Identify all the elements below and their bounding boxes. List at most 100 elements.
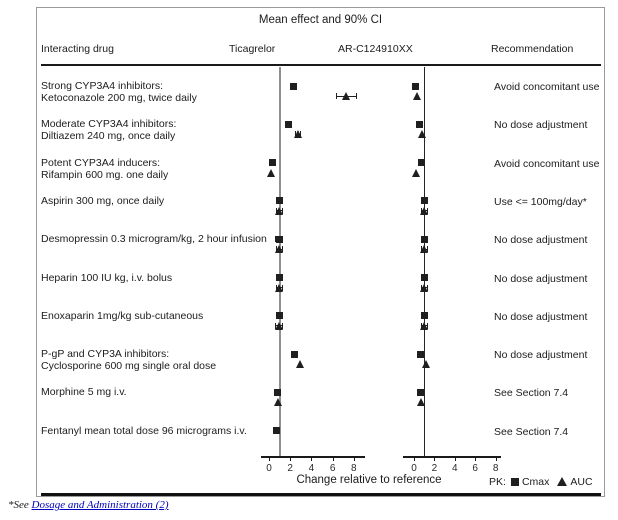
ticagrelor-auc-marker — [275, 245, 284, 254]
column-header-arc124910xx: AR-C124910XX — [338, 43, 413, 55]
ticagrelor-cmax-marker — [289, 82, 297, 90]
ticagrelor-auc-marker — [275, 283, 284, 292]
cmax-legend-label: Cmax — [521, 476, 550, 488]
ticagrelor-cmax-marker — [276, 312, 284, 320]
ticagrelor-auc-marker — [341, 92, 350, 100]
drug-label-line: P-gP and CYP3A inhibitors: — [41, 348, 170, 361]
header-rule — [41, 64, 601, 66]
ticagrelor-tick — [269, 456, 270, 461]
arc-cmax-marker — [417, 388, 425, 396]
arc-auc-marker — [419, 206, 428, 215]
ticagrelor-auc-marker — [274, 398, 283, 407]
figure-frame: Mean effect and 90% CI Interacting drug … — [36, 7, 605, 497]
drug-label-line: Strong CYP3A4 inhibitors: — [41, 80, 163, 92]
arc-cmax-marker — [411, 82, 419, 90]
drug-label-line: Enoxaparin 1mg/kg sub-cutaneous — [41, 309, 204, 322]
ticagrelor-auc-marker — [293, 130, 302, 139]
ticagrelor-auc-marker — [275, 206, 284, 215]
drug-label-line: Morphine 5 mg i.v. — [41, 386, 127, 399]
pk-legend-prefix: PK: — [489, 476, 506, 488]
drug-label-line: Ketoconazole 200 mg, twice daily — [41, 92, 197, 104]
ticagrelor-auc-marker — [295, 360, 304, 369]
ticagrelor-auc-marker — [267, 168, 276, 177]
auc-legend-label: AUC — [570, 476, 593, 488]
arc-tick — [475, 456, 477, 461]
ticagrelor-auc-marker-ci-cap-left — [335, 93, 337, 99]
ticagrelor-tick-label: 4 — [308, 463, 315, 474]
arc-cmax-marker — [417, 350, 425, 358]
interacting-drug-label: Moderate CYP3A4 inhibitors: Diltiazem 240… — [41, 118, 176, 142]
arc-tick — [414, 456, 415, 461]
recommendation-text: No dose adjustment — [494, 349, 588, 362]
recommendation-text: Avoid concomitant use — [494, 157, 600, 170]
drug-label-line: Fentanyl mean total dose 96 micrograms i… — [41, 424, 247, 437]
pk-legend: PK: Cmax AUC — [489, 476, 593, 488]
ticagrelor-tick — [332, 456, 334, 461]
ticagrelor-tick-label: 6 — [329, 463, 336, 474]
ticagrelor-cmax-marker — [285, 120, 293, 128]
cmax-square-icon — [510, 478, 519, 486]
drug-label-line: Moderate CYP3A4 inhibitors: — [41, 118, 177, 131]
drug-label-line: Diltiazem 240 mg, once daily — [41, 130, 176, 143]
interacting-drug-label: Enoxaparin 1mg/kg sub-cutaneous — [41, 310, 203, 322]
interacting-drug-label: Desmopressin 0.3 microgram/kg, 2 hour in… — [41, 233, 267, 245]
recommendation-text: Avoid concomitant use — [494, 81, 600, 93]
ticagrelor-auc-marker — [274, 321, 283, 330]
ticagrelor-cmax-marker — [273, 388, 281, 396]
ticagrelor-cmax-marker — [273, 427, 281, 435]
ticagrelor-cmax-marker — [275, 235, 283, 243]
ticagrelor-tick — [311, 456, 313, 461]
interacting-drug-label: Morphine 5 mg i.v. — [41, 386, 127, 398]
arc-cmax-marker — [415, 120, 423, 128]
column-header-recommendation: Recommendation — [491, 43, 574, 55]
column-header-ticagrelor: Ticagrelor — [229, 43, 276, 55]
interacting-drug-label: Aspirin 300 mg, once daily — [41, 195, 164, 207]
ticagrelor-x-axis — [261, 456, 365, 458]
arc-cmax-marker — [420, 197, 428, 205]
ticagrelor-reference-line — [279, 67, 281, 456]
x-axis-label: Change relative to reference — [296, 474, 442, 486]
drug-label-line: Potent CYP3A4 inducers: — [41, 156, 161, 169]
recommendation-text: No dose adjustment — [494, 119, 588, 132]
interacting-drug-label: P-gP and CYP3A inhibitors: Cyclosporine 6… — [41, 348, 216, 372]
arc-x-axis — [403, 456, 501, 458]
recommendation-text: Use <= 100mg/day* — [494, 195, 587, 208]
arc-tick-label: 2 — [431, 463, 438, 474]
arc-auc-marker — [417, 398, 426, 407]
footnote-link[interactable]: Dosage and Administration (2) — [31, 499, 169, 511]
ticagrelor-cmax-marker — [276, 197, 284, 205]
drug-label-line: Rifampin 600 mg. one daily — [41, 168, 169, 181]
arc-auc-marker — [422, 360, 431, 369]
ticagrelor-cmax-marker — [276, 274, 284, 281]
ticagrelor-tick-label: 2 — [287, 463, 293, 474]
recommendation-text: No dose adjustment — [494, 310, 588, 323]
bottom-rule — [41, 493, 601, 496]
ticagrelor-tick — [290, 456, 292, 461]
ticagrelor-auc-marker-ci-cap-right — [355, 93, 357, 99]
recommendation-text: See Section 7.4 — [494, 425, 569, 438]
chart-title: Mean effect and 90% CI — [258, 14, 383, 26]
ticagrelor-cmax-marker — [290, 350, 298, 358]
recommendation-text: No dose adjustment — [494, 272, 588, 285]
ticagrelor-tick-label: 0 — [266, 463, 272, 474]
arc-auc-marker — [419, 283, 428, 292]
arc-reference-line — [423, 67, 425, 456]
ticagrelor-cmax-marker — [269, 159, 277, 167]
recommendation-text: See Section 7.4 — [494, 387, 569, 400]
footnote-prefix: *See — [8, 499, 32, 511]
arc-auc-marker — [417, 130, 426, 139]
arc-tick — [454, 456, 456, 461]
ticagrelor-tick — [353, 456, 355, 461]
arc-tick-label: 4 — [452, 463, 458, 474]
arc-tick — [434, 456, 436, 461]
interacting-drug-label: Potent CYP3A4 inducers: Rifampin 600 mg. … — [41, 157, 168, 181]
arc-cmax-marker — [417, 159, 425, 167]
ticagrelor-tick-label: 8 — [351, 463, 357, 474]
arc-tick-label: 0 — [411, 463, 417, 474]
arc-auc-marker — [419, 321, 428, 330]
arc-tick-label: 6 — [472, 463, 478, 474]
arc-auc-marker — [413, 92, 422, 100]
drug-label-line: Heparin 100 IU kg, i.v. bolus — [41, 271, 173, 284]
interacting-drug-label: Heparin 100 IU kg, i.v. bolus — [41, 272, 172, 284]
